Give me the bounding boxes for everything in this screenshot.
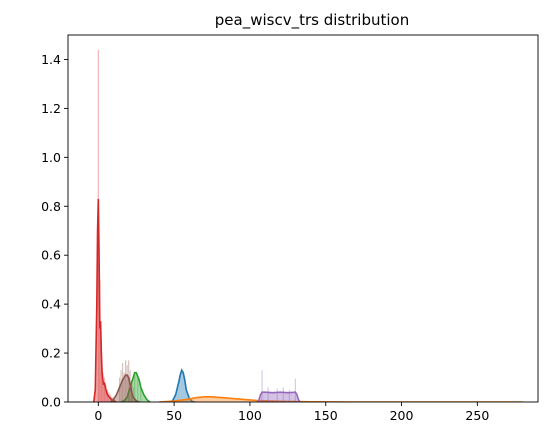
- y-tick-label-1: 0.2: [41, 346, 61, 361]
- y-tick-label-6: 1.2: [41, 101, 61, 116]
- y-tick-label-4: 0.8: [41, 199, 61, 214]
- y-tick-label-5: 1.0: [41, 150, 61, 165]
- series-5: [109, 360, 140, 402]
- plot-area: [92, 49, 523, 402]
- y-tick-label-0: 0.0: [41, 395, 61, 410]
- kde-line-s5: [109, 374, 140, 402]
- chart-title: pea_wiscv_trs distribution: [215, 11, 409, 30]
- hist-bar-s2-3: [137, 377, 139, 402]
- y-tick-label-2: 0.4: [41, 297, 61, 312]
- axes-frame: [67, 34, 539, 403]
- y-tick-label-7: 1.4: [41, 52, 61, 67]
- kde-line-s2: [120, 371, 151, 402]
- hist-bar-s5-2: [121, 362, 124, 402]
- kde-area-s3: [93, 198, 117, 402]
- hist-bar-s5-3: [123, 372, 125, 402]
- hist-bar-s2-2: [134, 375, 136, 402]
- series-group: [92, 49, 523, 402]
- x-tick-label-2: 100: [238, 408, 262, 423]
- series-3: [92, 49, 117, 402]
- hist-bar-s3-5: [105, 384, 107, 402]
- x-tick-label-3: 150: [314, 408, 338, 423]
- x-tick-label-4: 200: [390, 408, 414, 423]
- kde-area-s4: [257, 392, 300, 402]
- hist-bar-s2-4: [140, 387, 142, 402]
- hist-bar-s4-3: [282, 387, 284, 402]
- hist-bar-s4-4: [288, 389, 290, 402]
- y-tick-label-3: 0.6: [41, 248, 61, 263]
- hist-bar-s3-4: [103, 377, 105, 402]
- hist-bar-s4-5: [294, 378, 297, 402]
- hist-bar-s4-2: [276, 388, 278, 402]
- hist-bar-s3-1: [99, 279, 101, 402]
- hist-bar-s2-0: [128, 389, 130, 402]
- series-4: [256, 370, 301, 402]
- axes: 0 50 100 150 200 250 0.0 0.2 0.4 0.6 0.8 1.0 1.2 1.4: [41, 34, 539, 423]
- x-tick-label-0: 0: [94, 408, 102, 423]
- hist-bar-s3-3: [102, 372, 104, 402]
- x-tick-label-1: 50: [166, 408, 182, 423]
- hist-bar-s5-4: [125, 360, 127, 402]
- hist-bar-s5-5: [126, 365, 128, 402]
- hist-bar-s5-1: [120, 370, 122, 402]
- kde-area-s0: [168, 370, 196, 402]
- x-tick-label-5: 250: [465, 408, 489, 423]
- hist-bar-s4-0: [261, 370, 263, 402]
- hist-bar-s4-1: [267, 387, 269, 402]
- kde-line-s4: [256, 391, 301, 402]
- kde-line-s3: [92, 198, 117, 402]
- hist-bar-s5-0: [118, 377, 121, 402]
